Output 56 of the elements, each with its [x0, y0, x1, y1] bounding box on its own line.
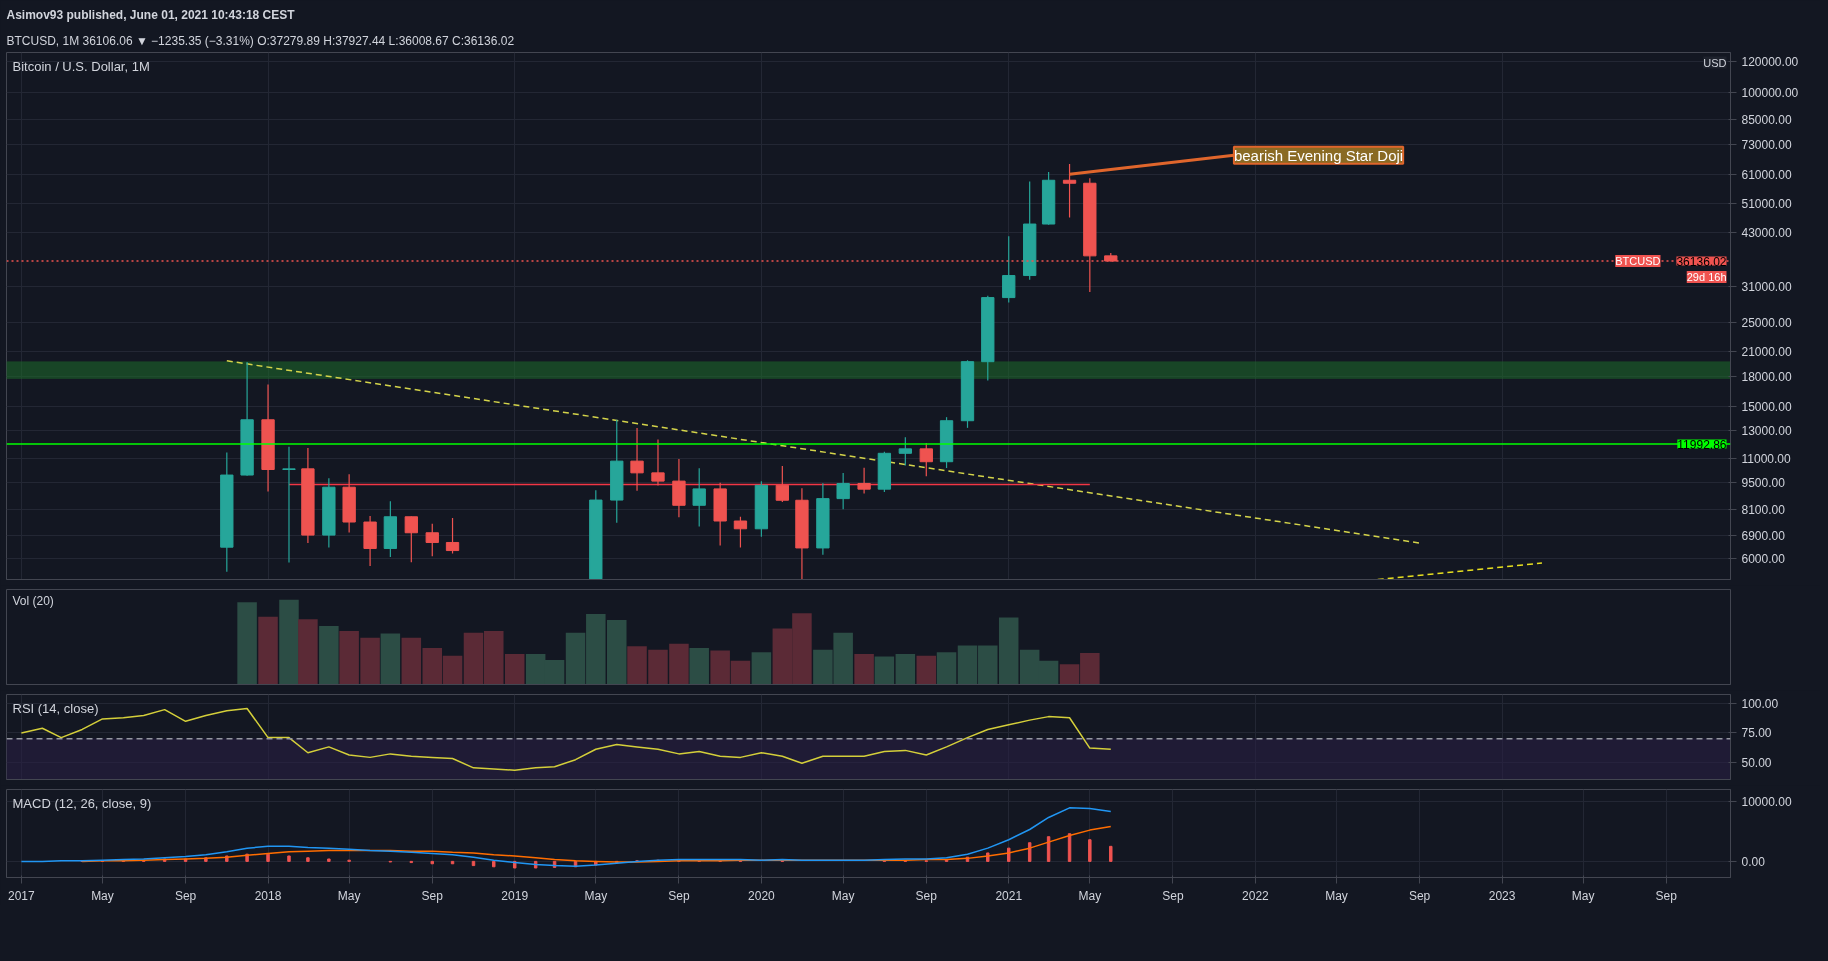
x-tick-label: May — [831, 888, 855, 903]
y-tick-label: 6900.00 — [1741, 529, 1786, 544]
x-tick-label: May — [1078, 888, 1102, 903]
x-tick-label: May — [584, 888, 608, 903]
y-tick-label: 11000.00 — [1741, 451, 1791, 466]
x-tick-label: May — [1325, 888, 1348, 903]
y-tick-label: 51000.00 — [1741, 197, 1792, 212]
text: Asimov93 published, June 01, 2021 10:43:18 CEST — [6, 7, 296, 22]
x-tick-label: Sep — [1408, 888, 1431, 903]
chart-title: Vol (20) — [12, 593, 54, 608]
annotation: bearish Evening Star Doji — [1233, 146, 1404, 164]
y-tick-label: 100.00 — [1741, 697, 1779, 712]
ref-line-label: 11992.86 — [1677, 437, 1727, 452]
ref-line-label: 36136.02 — [1676, 254, 1727, 269]
y-tick-label: 61000.00 — [1741, 167, 1792, 182]
y-tick-label: 73000.00 — [1741, 137, 1792, 152]
x-tick-label: Sep — [915, 888, 938, 903]
y-tick-label: 43000.00 — [1741, 225, 1792, 240]
annotation: 29d 16h — [1686, 271, 1727, 284]
x-tick-label: 2017 — [8, 888, 36, 903]
x-tick-label: 2020 — [748, 888, 776, 903]
x-tick-label: Sep — [1162, 888, 1184, 903]
x-tick-label: May — [1571, 888, 1595, 903]
y-tick-label: 50.00 — [1741, 755, 1772, 770]
y-tick-label: 6000.00 — [1741, 552, 1786, 567]
x-tick-label: 2023 — [1488, 888, 1516, 903]
y-tick-label: 8100.00 — [1741, 502, 1786, 517]
x-tick-label: 2019 — [501, 888, 529, 903]
y-tick-label: 18000.00 — [1741, 370, 1792, 385]
x-tick-label: Sep — [421, 888, 444, 903]
text: MACD (12, 26, close, 9) — [12, 795, 152, 811]
x-tick-label: 2021 — [995, 888, 1023, 903]
x-tick-label: Sep — [668, 888, 690, 903]
annotation: USD — [1703, 56, 1727, 69]
y-tick-label: 85000.00 — [1741, 112, 1792, 127]
x-tick-label: 2018 — [254, 888, 282, 903]
y-tick-label: 13000.00 — [1741, 424, 1792, 439]
y-tick-label: 25000.00 — [1741, 315, 1792, 330]
annotation: BTCUSD — [1615, 255, 1661, 268]
text: Bitcoin / U.S. Dollar, 1M — [12, 58, 150, 74]
x-tick-label: May — [91, 888, 114, 903]
x-tick-label: Sep — [174, 888, 197, 903]
y-tick-label: 0.00 — [1741, 854, 1766, 869]
text: RSI (14, close) — [12, 700, 99, 716]
y-tick-label: 31000.00 — [1741, 279, 1792, 294]
y-tick-label: 10000.00 — [1741, 794, 1792, 809]
y-tick-label: 120000.00 — [1741, 55, 1799, 70]
y-tick-label: 9500.00 — [1741, 476, 1786, 491]
y-tick-label: 75.00 — [1741, 726, 1772, 741]
y-tick-label: 100000.00 — [1741, 85, 1799, 100]
y-tick-label: 21000.00 — [1741, 344, 1792, 359]
x-tick-label: May — [337, 888, 361, 903]
x-tick-label: Sep — [1655, 888, 1678, 903]
text: BTCUSD, 1M 36106.06 ▼ −1235.35 (−3.31%) O:37279.89 H:37927.44 L:36008.67 C:36136.02 — [6, 33, 515, 48]
x-tick-label: 2022 — [1242, 888, 1270, 903]
y-tick-label: 15000.00 — [1741, 400, 1792, 415]
